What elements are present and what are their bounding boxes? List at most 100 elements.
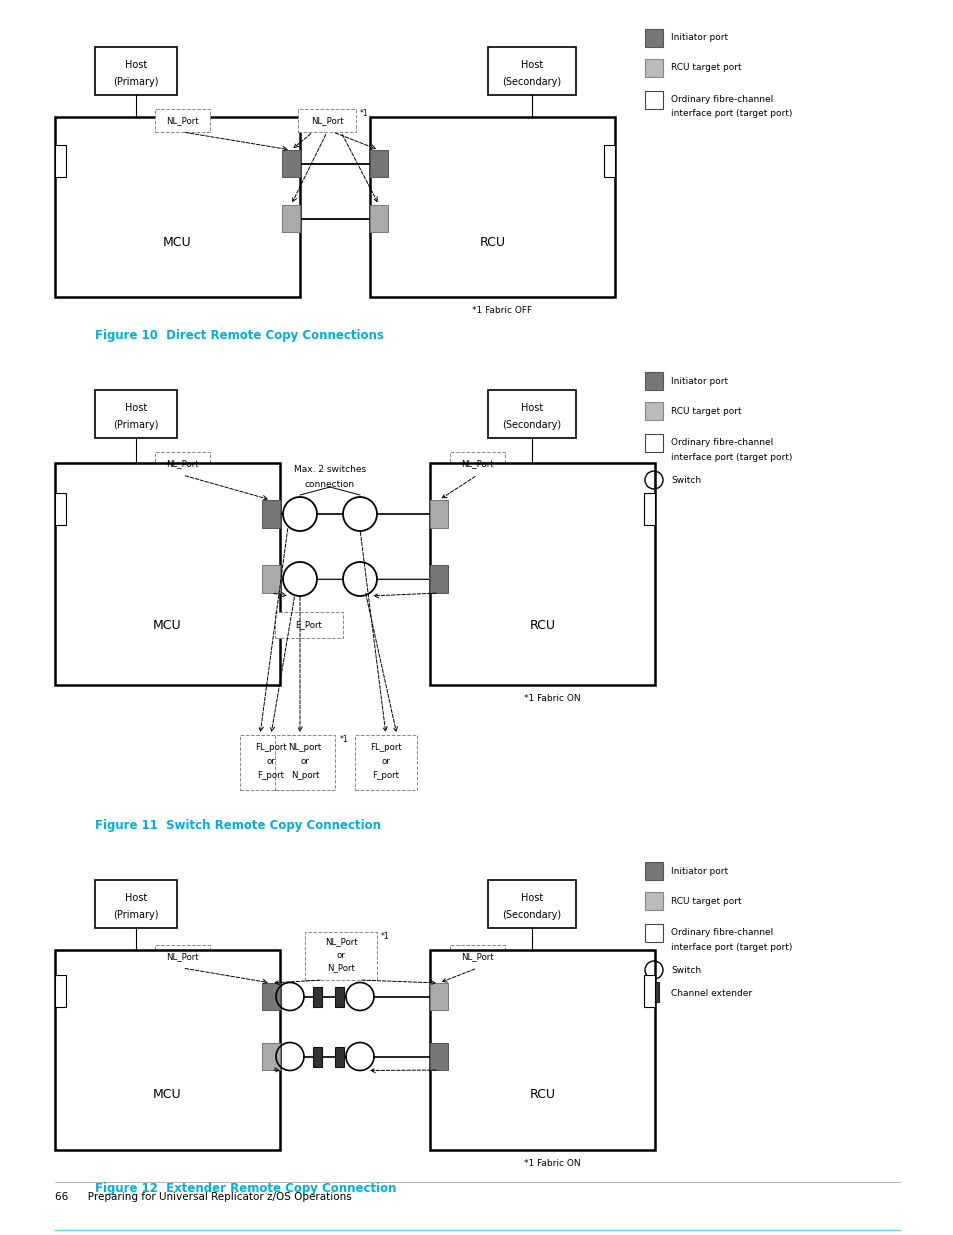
Text: F_port: F_port <box>372 771 399 779</box>
Text: *1 Fabric OFF: *1 Fabric OFF <box>472 305 532 315</box>
Bar <box>262 564 280 593</box>
Text: FL_port: FL_port <box>254 742 287 752</box>
Bar <box>644 59 662 77</box>
Text: Host: Host <box>520 61 542 70</box>
Bar <box>430 463 655 685</box>
Text: (Secondary): (Secondary) <box>502 910 561 920</box>
Bar <box>430 500 448 529</box>
Text: Host: Host <box>125 893 147 903</box>
Text: *1: *1 <box>380 932 389 941</box>
Text: or: or <box>266 757 275 766</box>
Text: *1 Fabric ON: *1 Fabric ON <box>523 1158 580 1167</box>
Text: RCU: RCU <box>529 619 555 631</box>
Text: *1 Fabric ON: *1 Fabric ON <box>523 694 580 703</box>
Bar <box>55 463 280 685</box>
Text: RCU: RCU <box>479 236 505 248</box>
Bar <box>644 91 662 109</box>
Text: Figure 12  Extender Remote Copy Connection: Figure 12 Extender Remote Copy Connectio… <box>95 1182 396 1194</box>
Bar <box>55 144 66 177</box>
Bar <box>55 493 66 525</box>
Text: Initiator port: Initiator port <box>670 867 727 876</box>
Text: MCU: MCU <box>153 1088 182 1102</box>
Text: (Primary): (Primary) <box>113 420 158 430</box>
Bar <box>430 1044 448 1070</box>
Text: Host: Host <box>125 403 147 412</box>
Bar <box>95 390 177 438</box>
Bar <box>430 950 655 1150</box>
Bar <box>450 452 504 475</box>
Text: MCU: MCU <box>163 236 192 248</box>
Bar <box>370 205 388 232</box>
Text: (Primary): (Primary) <box>113 910 158 920</box>
Bar <box>644 403 662 420</box>
Text: F_port: F_port <box>257 771 284 779</box>
Text: NL_Port: NL_Port <box>324 937 357 946</box>
Bar <box>644 924 662 942</box>
Text: Max. 2 switches: Max. 2 switches <box>294 464 366 473</box>
Text: NL_port: NL_port <box>288 742 321 752</box>
Bar <box>355 735 416 790</box>
Text: (Secondary): (Secondary) <box>502 420 561 430</box>
Bar <box>297 109 355 132</box>
Text: Figure 11  Switch Remote Copy Connection: Figure 11 Switch Remote Copy Connection <box>95 819 380 831</box>
Bar <box>643 493 655 525</box>
Bar <box>240 735 302 790</box>
Text: or: or <box>300 757 309 766</box>
Text: or: or <box>336 951 345 960</box>
Text: Ordinary fibre-channel: Ordinary fibre-channel <box>670 927 773 936</box>
Text: RCU target port: RCU target port <box>670 406 740 415</box>
Bar <box>335 1046 344 1067</box>
Bar <box>154 109 210 132</box>
Bar <box>643 974 655 1007</box>
Bar <box>644 372 662 390</box>
Text: RCU target port: RCU target port <box>670 897 740 905</box>
Text: N_Port: N_Port <box>327 963 355 972</box>
Bar <box>644 892 662 910</box>
Text: N_port: N_port <box>291 771 319 779</box>
Text: Ordinary fibre-channel: Ordinary fibre-channel <box>670 437 773 447</box>
Text: Switch: Switch <box>670 475 700 484</box>
Bar <box>488 881 576 927</box>
Text: Initiator port: Initiator port <box>670 33 727 42</box>
Text: or: or <box>381 757 390 766</box>
Bar <box>154 452 210 475</box>
Bar <box>282 149 299 177</box>
Bar <box>154 945 210 968</box>
Text: NL_Port: NL_Port <box>460 459 494 468</box>
Bar <box>262 983 280 1010</box>
Bar <box>95 881 177 927</box>
Bar <box>262 1044 280 1070</box>
Bar <box>313 1046 322 1067</box>
Text: (Primary): (Primary) <box>113 77 158 86</box>
Text: Initiator port: Initiator port <box>670 377 727 385</box>
Bar <box>55 117 299 296</box>
Text: Host: Host <box>125 61 147 70</box>
Bar <box>370 117 615 296</box>
Text: interface port (target port): interface port (target port) <box>670 452 792 462</box>
Bar <box>430 564 448 593</box>
Bar <box>313 987 322 1007</box>
Bar <box>55 950 280 1150</box>
Bar <box>274 735 335 790</box>
Bar <box>262 500 280 529</box>
Bar <box>55 974 66 1007</box>
Text: NL_Port: NL_Port <box>166 459 198 468</box>
Text: RCU target port: RCU target port <box>670 63 740 73</box>
Text: FL_port: FL_port <box>370 742 401 752</box>
Bar <box>644 862 662 881</box>
Text: Ordinary fibre-channel: Ordinary fibre-channel <box>670 95 773 104</box>
Bar <box>95 47 177 95</box>
Text: Switch: Switch <box>670 966 700 974</box>
Text: interface port (target port): interface port (target port) <box>670 110 792 119</box>
Text: NL_Port: NL_Port <box>311 116 343 125</box>
Text: *1: *1 <box>359 109 368 119</box>
Text: RCU: RCU <box>529 1088 555 1102</box>
Text: Channel extender: Channel extender <box>670 988 751 998</box>
Bar <box>644 433 662 452</box>
Bar <box>603 144 615 177</box>
Text: Host: Host <box>520 403 542 412</box>
Bar <box>450 945 504 968</box>
Bar <box>649 982 659 1002</box>
Bar <box>370 149 388 177</box>
Text: E_Port: E_Port <box>295 620 322 630</box>
